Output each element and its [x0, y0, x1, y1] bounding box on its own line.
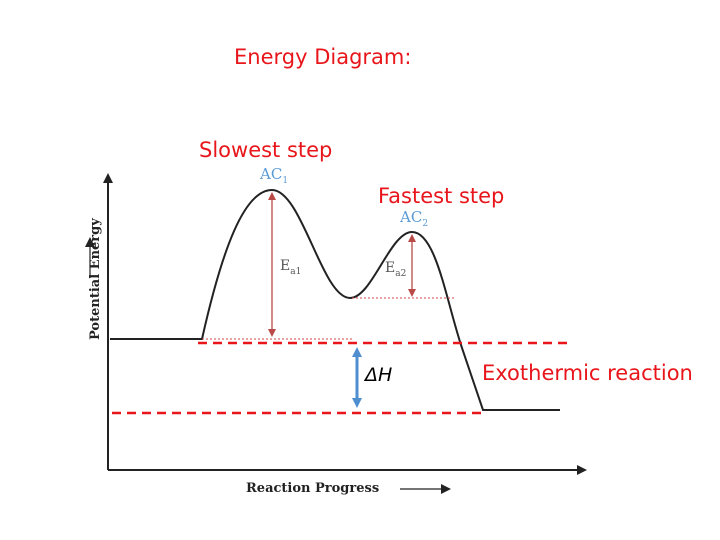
ea1-label: Ea1: [280, 258, 302, 277]
fastest-step-label: Fastest step: [378, 184, 505, 208]
ac2-label: AC2: [400, 208, 429, 229]
delta-h-label: ΔH: [365, 364, 393, 386]
ac1-label: AC1: [260, 165, 289, 186]
slowest-step-label: Slowest step: [199, 138, 333, 162]
energy-curve: [110, 188, 560, 411]
y-axis-label: Potential Energy: [88, 218, 103, 340]
reaction-type-label: Exothermic reaction: [482, 361, 693, 385]
diagram-title: Energy Diagram:: [234, 45, 412, 69]
x-axis-label: Reaction Progress: [246, 481, 380, 496]
ea2-label: Ea2: [385, 260, 407, 279]
